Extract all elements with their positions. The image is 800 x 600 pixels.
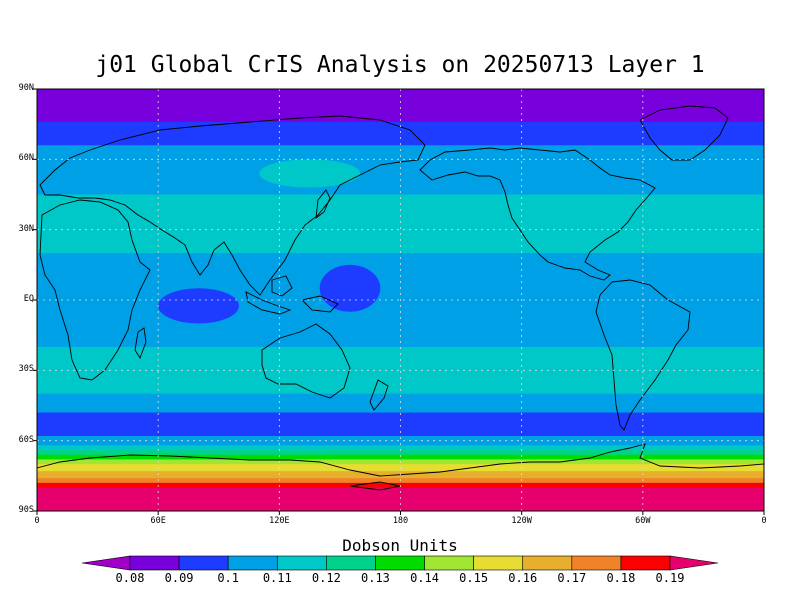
y-tick-label: 60N (18, 153, 34, 164)
lat-band-8 (37, 435, 764, 446)
colorbar-swatch (473, 555, 524, 571)
x-tick-label: 60E (150, 516, 166, 526)
colorbar-swatch (178, 555, 229, 571)
colorbar-label: 0.09 (164, 571, 194, 585)
coastlines (37, 105, 764, 491)
colorbar-swatch (620, 555, 671, 571)
lat-band-10 (37, 450, 764, 456)
colorbar-label: 0.1 (217, 571, 240, 585)
graticule (37, 89, 764, 511)
y-tick-label: 30N (18, 223, 34, 234)
colorbar-swatch (571, 555, 622, 571)
colorbar (81, 555, 719, 571)
colorbar-label: 0.13 (361, 571, 390, 585)
colorbar-arrow-low (81, 555, 131, 571)
colorbar-label: 0.16 (508, 571, 538, 585)
x-tick-label: 120E (269, 516, 290, 526)
x-tick-label: 120W (511, 516, 532, 526)
x-tick-label: 0 (34, 516, 40, 526)
field-patch-2 (259, 159, 361, 188)
map-title: j01 Global CrIS Analysis on 20250713 Lay… (95, 52, 705, 78)
colorbar-swatch (375, 555, 425, 571)
colorbar-swatch (276, 555, 327, 571)
y-tick-label: EQ (23, 294, 34, 304)
field-patch-0 (319, 264, 381, 312)
lat-band-9 (37, 445, 764, 451)
lat-band-11 (37, 454, 764, 460)
lat-band-0 (37, 89, 764, 123)
lat-band-7 (37, 412, 764, 437)
x-tick-label: 60W (635, 516, 651, 526)
colorbar-label: 0.11 (262, 571, 292, 585)
colorbar-arrow-high (669, 555, 719, 571)
lat-band-6 (37, 393, 764, 414)
colorbar-label: 0.08 (115, 571, 145, 585)
y-tick-label: 60S (18, 434, 34, 445)
colorbar-swatch (227, 555, 278, 571)
axis-ticks (33, 88, 765, 515)
colorbar-label: 0.15 (459, 571, 489, 585)
y-tick-label: 90S (18, 505, 34, 515)
x-tick-label: 180 (392, 516, 409, 526)
x-tick-label: 0 (761, 516, 767, 526)
field-patch-1 (158, 288, 239, 324)
colorbar-swatch (424, 555, 474, 571)
colorbar-label: 0.18 (606, 571, 636, 585)
colorbar-swatch (326, 555, 376, 571)
lat-band-17 (37, 487, 764, 511)
colorbar-swatch (522, 555, 573, 571)
colorbar-label: 0.14 (410, 571, 439, 585)
lat-band-1 (37, 121, 764, 146)
colorbar-title: Dobson Units (342, 536, 458, 555)
y-tick-label: 90N (18, 83, 34, 93)
colorbar-label: 0.19 (655, 571, 685, 585)
colorbar-label: 0.12 (311, 571, 341, 585)
colorbar-label: 0.17 (557, 571, 587, 585)
y-tick-label: 30S (18, 364, 34, 375)
colorbar-swatch (129, 555, 180, 571)
